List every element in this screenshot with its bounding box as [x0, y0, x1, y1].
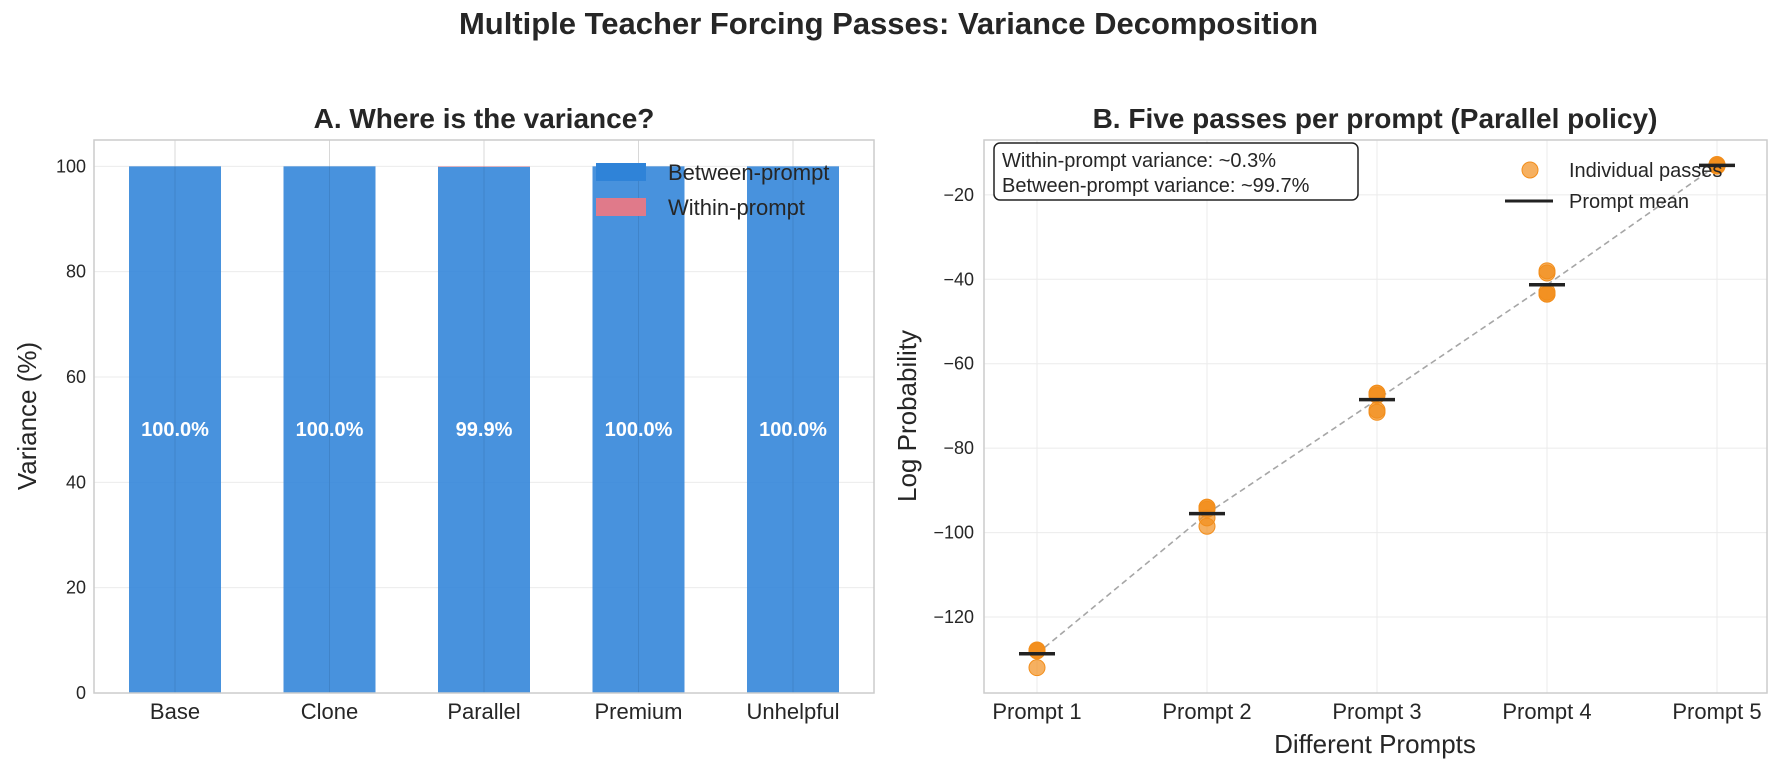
- bar-value-label: 100.0%: [141, 419, 209, 441]
- y-tick-label: 20: [66, 578, 86, 598]
- chart-a-x-ticks: Base Clone Parallel Premium Unhelpful: [150, 699, 840, 724]
- chart-a-legend: Between-prompt Within-prompt: [596, 160, 829, 220]
- legend-swatch-within: [596, 198, 646, 216]
- chart-a-title: A. Where is the variance?: [314, 103, 655, 134]
- y-tick-label: 0: [76, 683, 86, 703]
- bar-between-prompt: [438, 166, 530, 694]
- legend-label-within: Within-prompt: [668, 195, 805, 220]
- x-tick-label: Unhelpful: [747, 699, 840, 724]
- y-tick-label: 40: [66, 472, 86, 492]
- y-tick-label: 80: [66, 262, 86, 282]
- chart-a-ylabel: Variance (%): [12, 342, 42, 490]
- bar-between-prompt: [747, 166, 839, 694]
- bar-between-prompt: [283, 166, 376, 694]
- figure-title: Multiple Teacher Forcing Passes: Varianc…: [458, 6, 1319, 41]
- bar-value-label: 100.0%: [296, 419, 364, 441]
- x-tick-label: Premium: [594, 699, 682, 724]
- chart-a-bars: [129, 140, 839, 694]
- chart-a-data-labels: 100.0% 100.0% 99.9% 100.0% 100.0%: [141, 419, 827, 441]
- bar-within-prompt: [438, 166, 530, 167]
- chart-a-frame: [93, 139, 875, 694]
- x-tick-label: Base: [150, 699, 200, 724]
- legend-label-between: Between-prompt: [668, 160, 829, 185]
- y-tick-label: 100: [56, 156, 86, 176]
- bar-between-prompt: [129, 166, 221, 694]
- x-tick-label: Clone: [301, 699, 358, 724]
- bar-value-label: 99.9%: [456, 419, 513, 441]
- bar-value-label: 100.0%: [605, 419, 673, 441]
- x-tick-label: Parallel: [447, 699, 520, 724]
- y-tick-label: 60: [66, 367, 86, 387]
- bar-value-label: 100.0%: [759, 419, 827, 441]
- bar-between-prompt: [592, 166, 685, 694]
- legend-swatch-between: [596, 163, 646, 181]
- chart-a-y-ticks: 0 20 40 60 80 100: [56, 156, 86, 703]
